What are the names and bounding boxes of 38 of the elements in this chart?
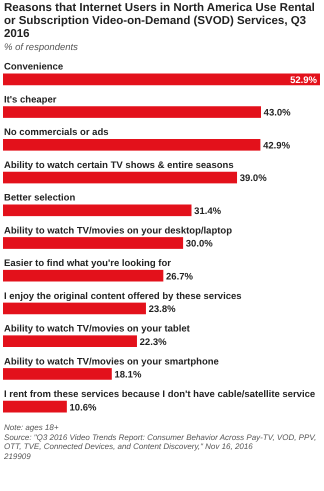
data-label: 26.7% — [166, 271, 194, 282]
data-label: 30.0% — [186, 238, 214, 250]
data-label: 52.9% — [290, 74, 318, 86]
data-label: 22.3% — [140, 336, 168, 348]
text: Note: ages 18+ — [4, 423, 60, 432]
bar — [3, 204, 192, 216]
bar — [3, 302, 146, 314]
y-tick-label: Easier to find what you're looking for — [4, 258, 172, 270]
y-tick-label: Ability to watch TV/movies on your desktop/laptop — [4, 225, 232, 236]
bar — [3, 172, 238, 184]
data-label: 43.0% — [264, 108, 292, 119]
y-tick-label: Convenience — [4, 62, 64, 73]
chart-subtitle: % of respondents — [4, 42, 79, 53]
data-label: 23.8% — [148, 304, 176, 316]
data-label: 39.0% — [240, 173, 268, 184]
y-tick-label: Ability to watch TV/movies on your tablet — [4, 324, 191, 335]
bar — [3, 237, 184, 249]
bar — [3, 400, 67, 412]
text: 219909 — [4, 452, 32, 461]
y-tick-label: Better selection — [4, 192, 76, 204]
y-tick-label: I rent from these services because I don't have cable/satellite service — [4, 389, 316, 400]
y-tick-label: Ability to watch certain TV shows & entire seasons — [4, 160, 234, 171]
y-tick-label: Ability to watch TV/movies on your smartphone — [4, 356, 219, 368]
bar — [3, 368, 112, 380]
bar — [3, 138, 260, 151]
bar — [3, 335, 137, 348]
data-label: 42.9% — [263, 140, 291, 152]
data-label: 18.1% — [114, 370, 142, 381]
data-label: 10.6% — [70, 402, 98, 414]
source-note: Source: "Q3 2016 Video Trends Report: Consumer Behavior Across Pay-TV, VOD, PPV, OTT, TVE, Connected Devices, and Content Discovery," Nov 16, 2016 — [4, 432, 318, 452]
bar — [3, 270, 164, 282]
y-tick-label: I enjoy the original content offered by these services — [4, 290, 242, 302]
chart-title: Reasons that Internet Users in North America Use Rental or Subscription Video-on-Demand (SVOD) Services, Q3 2016 — [4, 2, 316, 41]
y-tick-label: It's cheaper — [4, 94, 57, 106]
bar — [3, 106, 262, 118]
bar — [3, 74, 320, 86]
data-label: 31.4% — [194, 206, 222, 217]
y-tick-label: No commercials or ads — [4, 127, 109, 138]
